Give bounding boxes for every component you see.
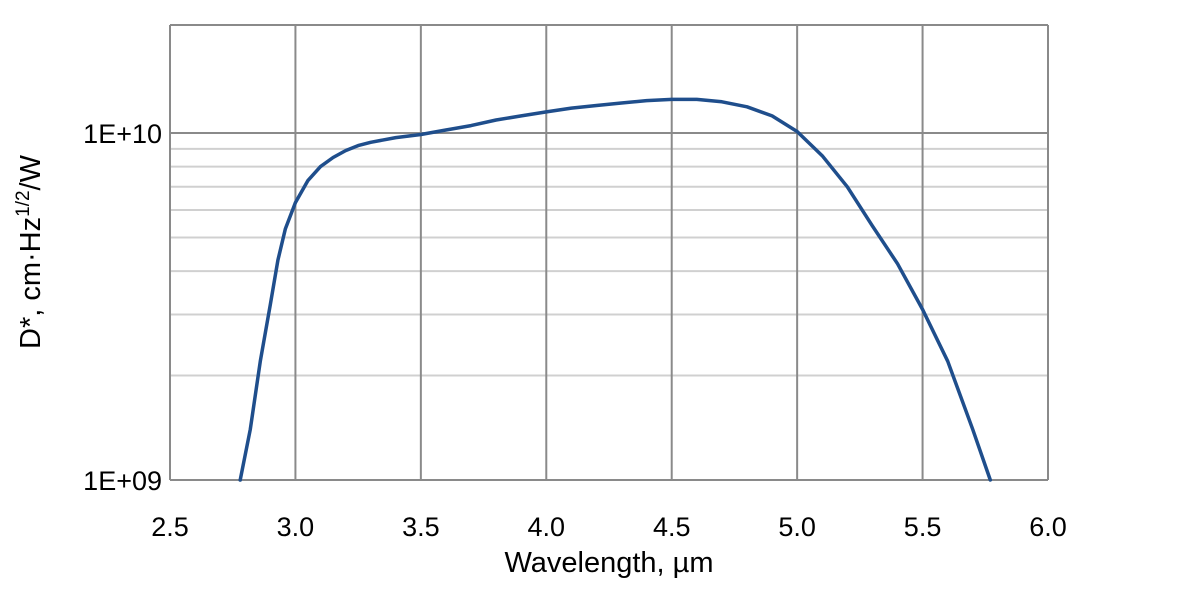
series-line	[238, 97, 993, 482]
x-tick-label: 2.5	[151, 512, 189, 542]
x-tick-label: 4.5	[653, 512, 691, 542]
y-tick-label: 1E+09	[83, 466, 162, 496]
x-tick-label: 3.0	[277, 512, 315, 542]
x-axis-title: Wavelength, µm	[504, 547, 713, 579]
y-axis-title-prefix: D*, cm·Hz	[15, 217, 47, 349]
x-tick-label: 5.0	[778, 512, 816, 542]
x-tick-label: 5.5	[904, 512, 942, 542]
y-axis-title: D*, cm·Hz1/2/W	[13, 154, 47, 349]
y-axis-title-superscript: 1/2	[13, 190, 34, 216]
x-tick-label: 4.0	[528, 512, 566, 542]
major-gridlines	[169, 24, 1049, 481]
x-tick-label: 3.5	[402, 512, 440, 542]
y-axis-title-suffix: /W	[15, 154, 47, 190]
x-tick-labels: 2.5 3.0 3.5 4.0 4.5 5.0 5.5 6.0	[151, 512, 1067, 542]
y-tick-labels: 1E+09 1E+10	[83, 119, 162, 496]
x-tick-label: 6.0	[1029, 512, 1067, 542]
series-layer	[238, 97, 993, 482]
y-tick-label: 1E+10	[83, 119, 162, 149]
minor-gridlines	[170, 147, 1048, 377]
